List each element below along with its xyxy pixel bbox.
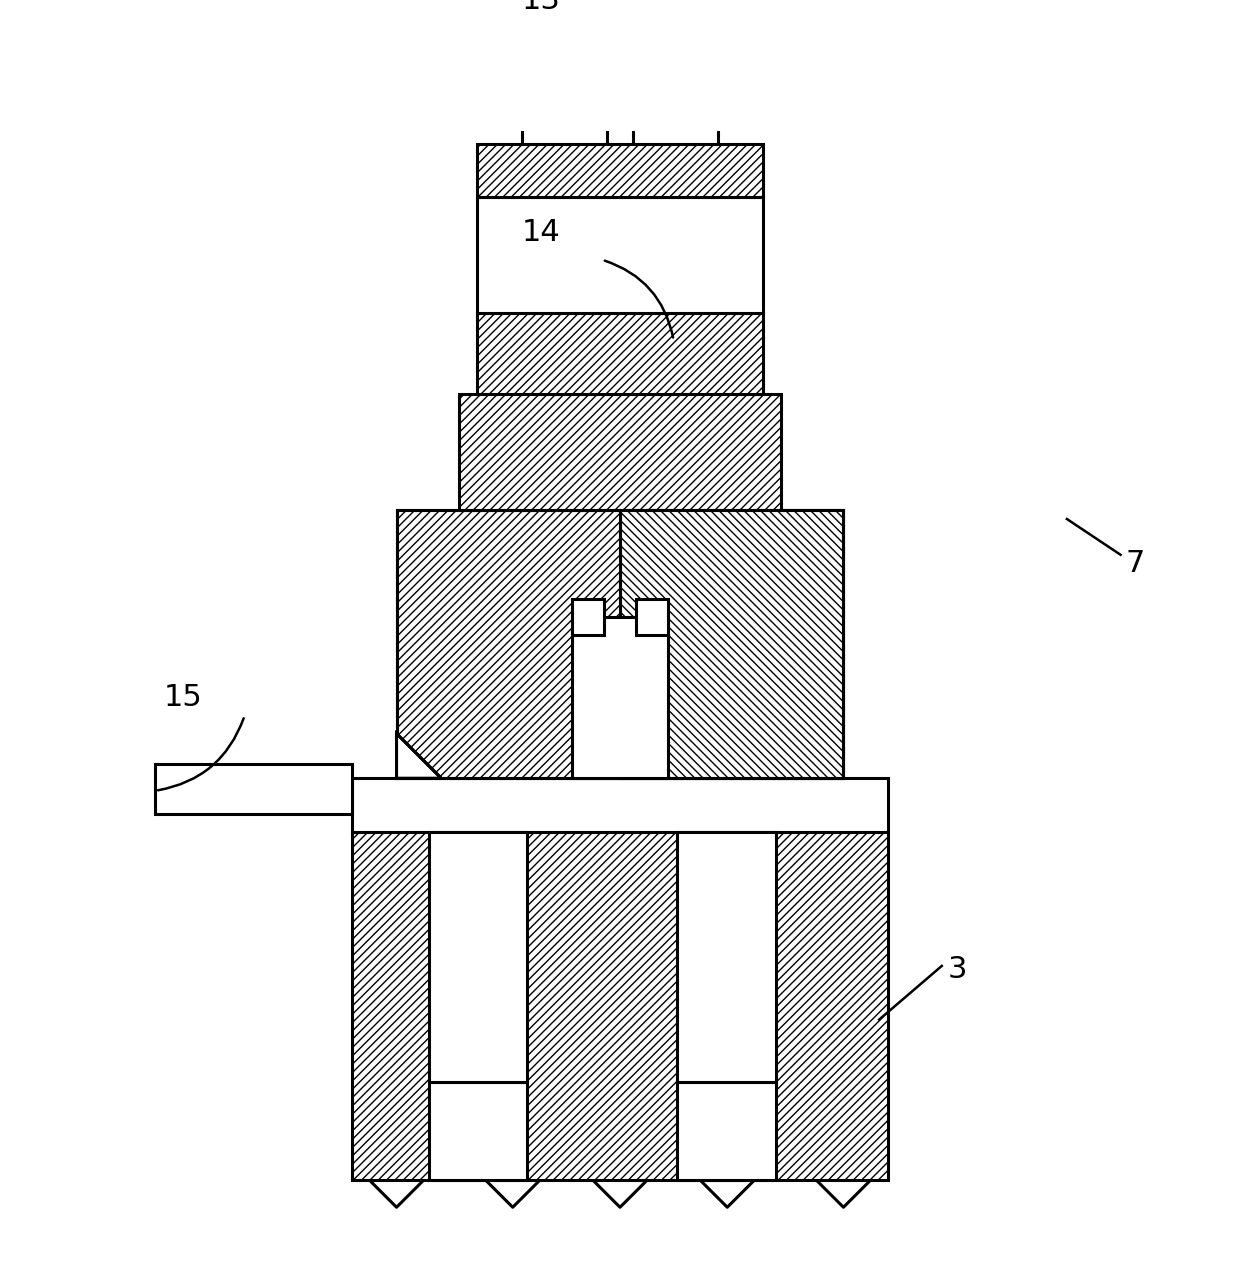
- Bar: [155, 764, 352, 814]
- Bar: [522, 99, 608, 144]
- Text: 7: 7: [1126, 549, 1146, 578]
- Text: 14: 14: [522, 218, 560, 247]
- Bar: [397, 510, 843, 778]
- Text: 15: 15: [164, 683, 203, 712]
- Bar: [477, 313, 763, 394]
- Text: 13: 13: [522, 0, 560, 15]
- Bar: [632, 99, 718, 144]
- Bar: [636, 600, 668, 636]
- Bar: [677, 832, 775, 1082]
- Bar: [677, 1082, 775, 1181]
- Text: 3: 3: [947, 956, 967, 984]
- Bar: [572, 618, 668, 778]
- Polygon shape: [397, 734, 441, 778]
- Bar: [352, 778, 888, 832]
- Bar: [429, 1082, 527, 1181]
- Bar: [397, 510, 843, 778]
- Bar: [429, 832, 527, 1082]
- Bar: [572, 600, 604, 636]
- Bar: [477, 197, 763, 313]
- Bar: [352, 832, 888, 1181]
- Bar: [620, 510, 843, 778]
- Bar: [459, 394, 781, 510]
- Bar: [477, 144, 763, 197]
